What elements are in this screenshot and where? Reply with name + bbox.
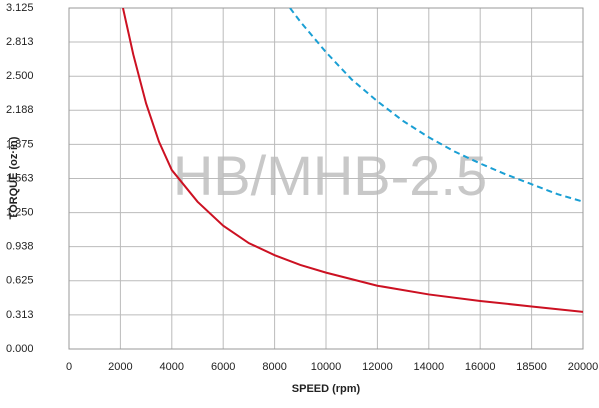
y-tick-label: 2.813: [6, 36, 34, 48]
x-tick-label: 16000: [465, 361, 496, 373]
x-tick-label: 12000: [362, 361, 393, 373]
x-tick-label: 8000: [262, 361, 286, 373]
y-tick-label: 0.000: [6, 343, 34, 355]
x-tick-label: 10000: [311, 361, 342, 373]
y-tick-label: 2.500: [6, 70, 34, 82]
x-tick-label: 14000: [414, 361, 445, 373]
line-series: [121, 8, 583, 313]
y-tick-label: 2.188: [6, 104, 34, 116]
y-tick-label: 1.875: [6, 138, 34, 150]
y-tick-label: 1.250: [6, 207, 34, 219]
x-tick-label: 6000: [211, 361, 235, 373]
x-tick-label: 2000: [108, 361, 132, 373]
line-series: [289, 8, 583, 203]
y-tick-label: 3.125: [6, 2, 34, 14]
x-axis-title: SPEED (rpm): [292, 383, 361, 395]
y-tick-label: 1.563: [6, 172, 34, 184]
y-axis-title: TORQUE (oz·in): [8, 136, 20, 219]
y-tick-label: 0.313: [6, 309, 34, 321]
y-tick-label: 0.938: [6, 241, 34, 253]
y-tick-label: 0.625: [6, 275, 34, 287]
x-tick-label: 20000: [568, 361, 599, 373]
x-tick-label: 0: [66, 361, 72, 373]
plot-frame: [68, 7, 584, 350]
x-tick-label: 4000: [160, 361, 184, 373]
watermark: HB/MHB-2.5: [173, 144, 487, 207]
x-tick-label: 18500: [516, 361, 547, 373]
